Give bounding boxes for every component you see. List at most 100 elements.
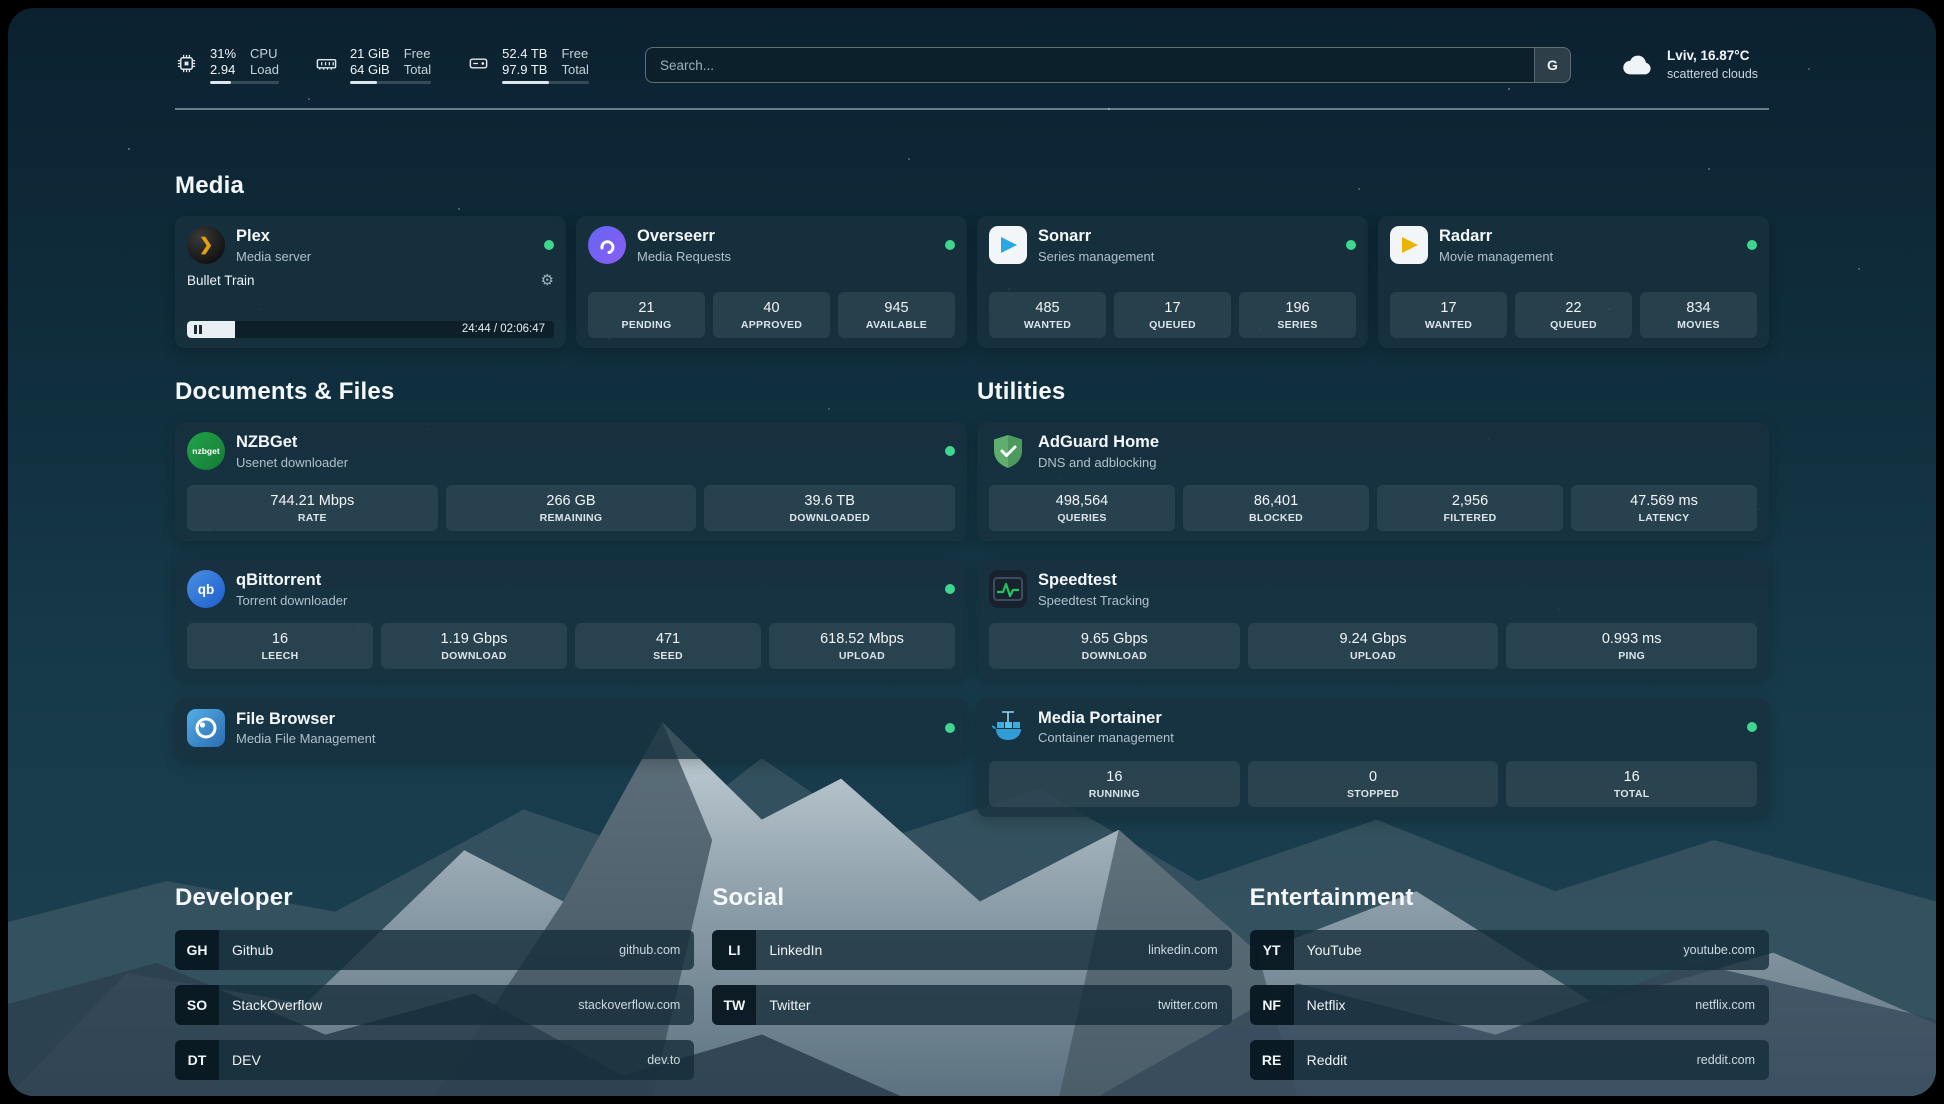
service-name: Overseerr	[637, 227, 715, 245]
cpu-load-value: 2.94	[210, 62, 236, 77]
bookmark-name: Netflix	[1306, 996, 1346, 1013]
section-title-documents: Documents & Files	[175, 378, 395, 405]
bookmark-reddit[interactable]: RE Reddit reddit.com	[1249, 1039, 1769, 1080]
section-title-media: Media	[175, 172, 245, 199]
sonarr-icon	[989, 226, 1027, 265]
now-playing-title: Bullet Train	[187, 272, 255, 288]
service-desc: Media File Management	[236, 731, 376, 747]
section-title-entertainment: Entertainment	[1249, 883, 1414, 911]
qbittorrent-card[interactable]: qb qBittorrent Torrent downloader 16 LEE…	[175, 559, 967, 679]
stat-running: 16 RUNNING	[989, 760, 1240, 807]
weather-location-temp: Lviv, 16.87°C	[1667, 48, 1750, 64]
stat-leech: 16 LEECH	[187, 622, 373, 669]
service-desc: Usenet downloader	[236, 454, 349, 470]
sonarr-card[interactable]: Sonarr Series management 485 WANTED 17 Q…	[977, 216, 1368, 348]
overseerr-card[interactable]: Overseerr Media Requests 21 PENDING 40 A…	[576, 216, 967, 348]
bookmark-name: StackOverflow	[232, 996, 323, 1013]
plex-card[interactable]: Plex Media server Bullet Train 24:44 / 0…	[175, 216, 566, 348]
cpu-label: CPU	[250, 46, 278, 61]
stat-wanted: 17 WANTED	[1390, 292, 1507, 338]
service-name: qBittorrent	[236, 570, 322, 589]
bookmark-netflix[interactable]: NF Netflix netflix.com	[1249, 984, 1769, 1025]
service-desc: Movie management	[1439, 248, 1554, 264]
stat-ping: 0.993 ms PING	[1506, 622, 1758, 669]
bookmark-url: netflix.com	[1695, 997, 1755, 1012]
bookmark-abbr: TW	[712, 984, 757, 1025]
status-indicator	[544, 240, 554, 251]
bookmark-name: LinkedIn	[769, 941, 823, 958]
stat-downloaded: 39.6 TB DOWNLOADED	[704, 484, 956, 531]
disk-free-value: 52.4 TB	[502, 46, 548, 61]
bookmark-name: DEV	[232, 1051, 261, 1068]
service-name: Radarr	[1439, 227, 1493, 245]
bookmark-dev[interactable]: DT DEV dev.to	[175, 1039, 695, 1080]
speedtest-icon	[989, 570, 1027, 609]
gear-icon[interactable]	[541, 273, 554, 288]
dashboard-window: 31% CPU 2.94 Load	[8, 8, 1936, 1096]
search-input[interactable]	[645, 48, 1534, 82]
ram-metric: 21 GiB Free 64 GiB Total	[315, 46, 432, 84]
radarr-icon	[1390, 226, 1428, 265]
status-indicator	[945, 584, 955, 595]
status-indicator	[945, 723, 955, 734]
disk-total-label: Total	[561, 62, 589, 77]
stat-upload: 618.52 Mbps UPLOAD	[769, 622, 955, 669]
portainer-whale-icon	[989, 708, 1027, 746]
starfield-decoration	[8, 8, 10, 10]
documents-column: Documents & Files nzbget NZBGet Usenet d…	[175, 378, 967, 836]
overseerr-icon	[588, 226, 626, 265]
adguard-card[interactable]: AdGuard Home DNS and adblocking 498,564 …	[977, 422, 1769, 541]
bookmark-linkedin[interactable]: LI LinkedIn linkedin.com	[712, 929, 1232, 970]
search-bar: G	[644, 47, 1571, 83]
filebrowser-icon	[187, 709, 225, 748]
bookmark-twitter[interactable]: TW Twitter twitter.com	[712, 984, 1232, 1025]
bookmark-name: Github	[232, 941, 274, 958]
search-provider-button[interactable]: G	[1534, 48, 1570, 82]
service-name: Media Portainer	[1038, 708, 1162, 727]
top-bar: 31% CPU 2.94 Load	[175, 38, 1769, 92]
bookmark-url: twitter.com	[1157, 997, 1218, 1012]
adguard-shield-icon	[989, 432, 1027, 470]
stat-blocked: 86,401 BLOCKED	[1183, 484, 1369, 531]
bookmark-abbr: LI	[712, 929, 757, 970]
playback-time: 24:44 / 02:06:47	[461, 323, 545, 335]
plex-icon	[187, 226, 225, 265]
bookmark-stackoverflow[interactable]: SO StackOverflow stackoverflow.com	[175, 984, 695, 1025]
bookmark-abbr: RE	[1249, 1039, 1294, 1080]
weather-widget: Lviv, 16.87°C scattered clouds	[1619, 47, 1769, 82]
filebrowser-card[interactable]: File Browser Media File Management	[175, 697, 967, 759]
stat-pending: 21 PENDING	[588, 292, 705, 338]
speedtest-card[interactable]: Speedtest Speedtest Tracking 9.65 Gbps D…	[977, 559, 1769, 679]
disk-icon	[469, 57, 488, 69]
service-name: Plex	[236, 227, 270, 245]
section-title-utilities: Utilities	[977, 378, 1066, 405]
stat-upload: 9.24 Gbps UPLOAD	[1247, 622, 1499, 669]
bookmark-name: YouTube	[1306, 941, 1362, 958]
bookmark-abbr: GH	[175, 929, 219, 970]
stat-series: 196 SERIES	[1239, 292, 1356, 338]
status-indicator	[945, 446, 955, 457]
playback-progress-bar[interactable]: 24:44 / 02:06:47	[187, 321, 554, 338]
stat-approved: 40 APPROVED	[713, 292, 830, 338]
bookmark-url: github.com	[619, 942, 681, 957]
bookmark-url: linkedin.com	[1148, 942, 1218, 957]
weather-condition: scattered clouds	[1667, 66, 1759, 81]
nzbget-card[interactable]: nzbget NZBGet Usenet downloader 744.21 M…	[175, 422, 967, 541]
pause-icon[interactable]	[194, 325, 202, 334]
bookmark-youtube[interactable]: YT YouTube youtube.com	[1249, 929, 1769, 970]
portainer-card[interactable]: Media Portainer Container management 16 …	[977, 697, 1769, 817]
ram-free-value: 21 GiB	[349, 46, 390, 61]
stat-stopped: 0 STOPPED	[1247, 760, 1499, 807]
cpu-load-label: Load	[250, 62, 279, 77]
service-desc: Series management	[1038, 248, 1155, 264]
stat-download: 1.19 Gbps DOWNLOAD	[381, 622, 567, 669]
stat-remaining: 266 GB REMAINING	[445, 484, 697, 531]
service-desc: Speedtest Tracking	[1038, 592, 1150, 608]
ram-icon	[316, 58, 337, 70]
disk-metric: 52.4 TB Free 97.9 TB Total	[467, 46, 589, 84]
stat-available: 945 AVAILABLE	[838, 292, 955, 338]
bookmark-github[interactable]: GH Github github.com	[175, 929, 695, 970]
ram-usage-bar	[349, 81, 432, 84]
ram-total-value: 64 GiB	[349, 62, 390, 77]
radarr-card[interactable]: Radarr Movie management 17 WANTED 22 QUE…	[1378, 216, 1769, 348]
